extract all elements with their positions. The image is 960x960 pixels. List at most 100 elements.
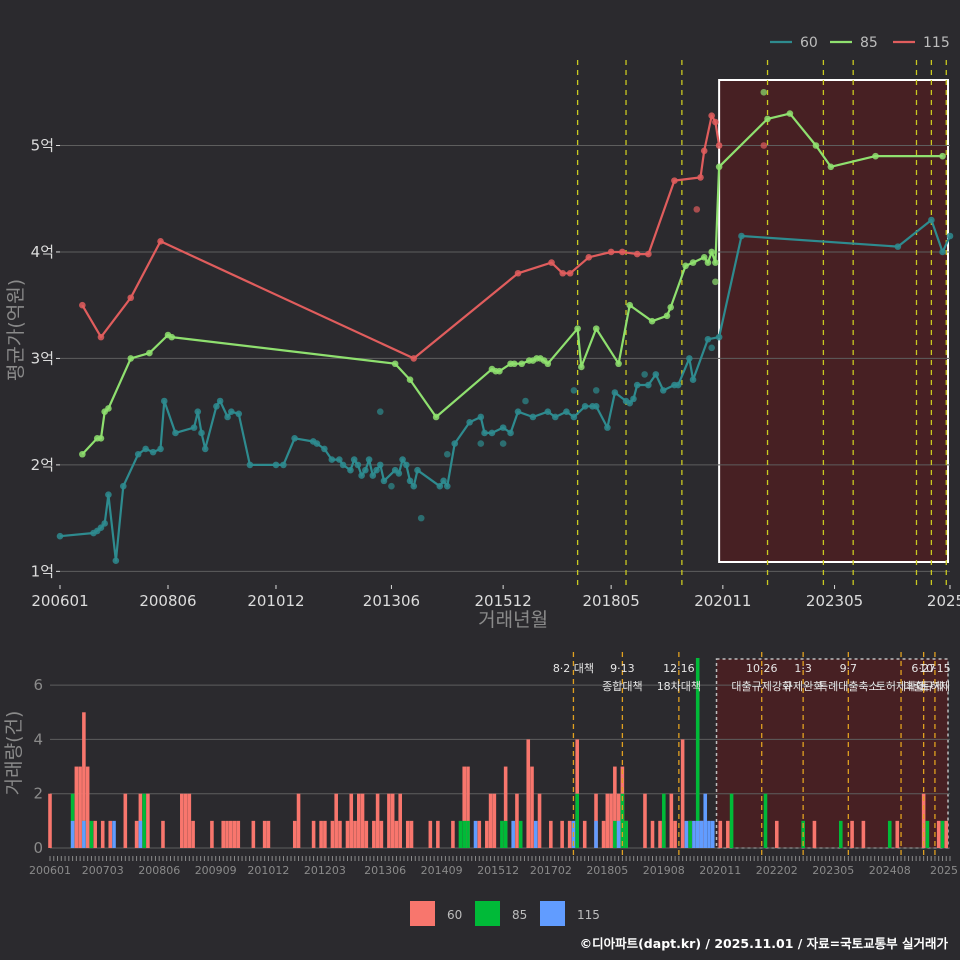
x-tick-label-volume: 200703 xyxy=(82,864,124,877)
volume-bar-60 xyxy=(180,793,184,848)
data-point-115 xyxy=(410,355,418,362)
data-point-85 xyxy=(626,301,634,309)
policy-annotation-label: 토허제 xyxy=(920,680,950,693)
x-tick-label-volume: 201203 xyxy=(304,864,346,877)
volume-bar-60 xyxy=(560,820,564,848)
volume-bar-115 xyxy=(70,820,75,848)
scatter-point-85 xyxy=(712,278,719,286)
data-point-85 xyxy=(708,248,715,256)
data-point-60 xyxy=(339,461,347,469)
volume-bar-115 xyxy=(533,820,538,848)
volume-bar-60 xyxy=(567,820,572,848)
scatter-point-115 xyxy=(693,206,701,213)
data-point-60 xyxy=(354,461,362,469)
volume-bar-60 xyxy=(232,820,237,848)
volume-bar-60 xyxy=(582,820,587,848)
volume-bar-115 xyxy=(684,820,689,848)
y-tick-label: 4억 xyxy=(31,243,54,261)
data-point-60 xyxy=(350,456,358,463)
volume-bar-60 xyxy=(123,793,128,848)
x-tick-label-volume: 200909 xyxy=(195,864,237,877)
volume-bar-60 xyxy=(530,766,534,848)
data-point-85 xyxy=(432,413,440,421)
scatter-point-60 xyxy=(592,387,600,394)
data-point-60 xyxy=(291,434,298,442)
data-point-60 xyxy=(399,456,406,463)
data-point-60 xyxy=(160,397,168,405)
policy-annotation-label: 규제완화 xyxy=(783,680,823,693)
x-axis-label: 거래년월 xyxy=(478,609,548,631)
y-tick-label: 1억 xyxy=(31,562,54,580)
volume-bar-60 xyxy=(323,820,327,848)
volume-bar-60 xyxy=(409,820,414,848)
data-point-60 xyxy=(213,403,220,410)
data-point-60 xyxy=(946,232,954,240)
data-point-60 xyxy=(436,482,444,490)
volume-bar-60 xyxy=(774,820,779,848)
volume-bar-60 xyxy=(48,793,52,848)
data-point-60 xyxy=(321,445,328,453)
x-tick-label-volume: 201805 xyxy=(586,864,628,877)
data-point-60 xyxy=(715,333,723,341)
policy-annotation-label: 18차대책 xyxy=(657,680,701,693)
data-point-60 xyxy=(529,413,537,421)
volume-bar-60 xyxy=(78,766,82,848)
volume-bar-60 xyxy=(477,820,482,848)
volume-bar-60 xyxy=(296,793,301,848)
data-point-115 xyxy=(715,142,723,149)
volume-bar-60 xyxy=(236,820,241,848)
volume-bar-60 xyxy=(503,766,508,848)
data-point-60 xyxy=(149,448,157,456)
volume-bar-60 xyxy=(334,793,338,848)
scatter-point-60 xyxy=(499,440,507,447)
volume-bar-60 xyxy=(330,820,335,848)
data-point-115 xyxy=(700,147,708,155)
x-tick-label-volume: 202305 xyxy=(812,864,854,877)
top-legend: 60 85 115 xyxy=(770,35,950,51)
volume-bar-60 xyxy=(936,820,941,848)
policy-annotation-date: 8·2 대책 xyxy=(553,662,594,675)
data-point-60 xyxy=(272,461,280,469)
data-point-60 xyxy=(626,399,634,407)
volume-bar-60 xyxy=(311,820,316,848)
data-point-85 xyxy=(168,333,176,341)
data-point-115 xyxy=(566,269,574,277)
volume-bar-85 xyxy=(518,820,523,848)
volume-bar-60 xyxy=(187,793,192,848)
data-point-85 xyxy=(592,325,600,332)
x-tick-label: 202011 xyxy=(694,592,751,610)
volume-bar-85 xyxy=(624,820,628,848)
x-tick-label-volume: 201012 xyxy=(247,864,289,877)
volume-bar-60 xyxy=(726,820,730,848)
data-point-60 xyxy=(499,424,507,431)
x-tick-label: 200806 xyxy=(139,592,196,610)
data-point-60 xyxy=(358,472,365,479)
x-tick-label-volume: 202408 xyxy=(869,864,911,877)
volume-bar-60 xyxy=(549,820,553,848)
data-point-85 xyxy=(544,360,552,368)
data-point-115 xyxy=(97,333,105,341)
volume-bar-60 xyxy=(134,820,139,848)
volume-bar-60 xyxy=(850,820,854,848)
data-point-85 xyxy=(79,450,86,458)
volume-bar-85 xyxy=(462,820,467,848)
data-point-115 xyxy=(633,250,641,258)
volume-bar-60 xyxy=(356,793,361,848)
data-point-60 xyxy=(477,413,485,421)
data-point-60 xyxy=(481,429,488,437)
scatter-point-60 xyxy=(708,344,715,352)
volume-bar-60 xyxy=(394,820,399,848)
data-point-60 xyxy=(328,456,336,463)
data-point-85 xyxy=(105,405,112,412)
data-point-60 xyxy=(414,466,421,474)
data-point-115 xyxy=(548,259,555,266)
volume-bar-60 xyxy=(861,820,866,848)
volume-bar-60 xyxy=(82,712,86,848)
data-point-60 xyxy=(604,424,611,431)
volume-bar-85 xyxy=(925,820,930,848)
volume-bar-115 xyxy=(710,820,715,848)
policy-annotation-date: 6·27 xyxy=(911,662,936,675)
x-tick-label-volume: 201702 xyxy=(530,864,572,877)
volume-bar-85 xyxy=(695,658,700,848)
